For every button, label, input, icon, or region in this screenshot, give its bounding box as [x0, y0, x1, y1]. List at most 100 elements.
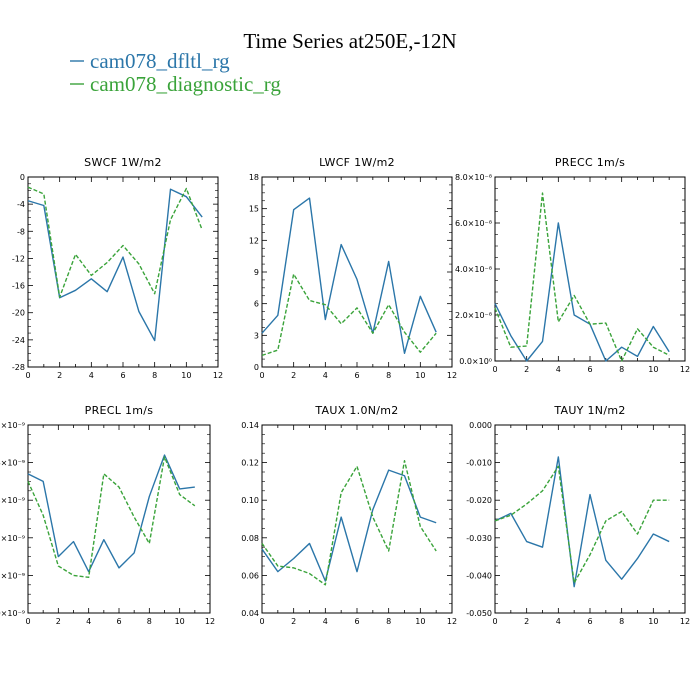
y-tick-label: -24 [12, 336, 25, 345]
x-tick-label: 2 [291, 617, 296, 626]
x-tick-label: 12 [213, 371, 223, 380]
x-tick-label: 10 [415, 371, 425, 380]
x-tick-label: 12 [680, 365, 690, 374]
x-tick-label: 4 [556, 365, 561, 374]
y-tick-label: -0.040 [466, 571, 492, 580]
panel-title-precl: PRECL 1m/s [85, 404, 154, 417]
x-tick-label: 0 [25, 617, 30, 626]
x-tick-label: 0 [259, 617, 264, 626]
x-tick-label: 0 [259, 371, 264, 380]
plot-frame-taux [261, 424, 453, 614]
series-line-2-lwcf [261, 273, 437, 357]
x-tick-label: 4 [323, 617, 328, 626]
y-tick-label: 0.08 [241, 534, 259, 543]
x-tick-label: 6 [587, 617, 592, 626]
series-line-2-precc [494, 192, 670, 362]
y-tick-label: 5×10⁻⁹ [0, 421, 25, 430]
x-tick-label: 8 [152, 371, 157, 380]
x-tick-label: 6 [116, 617, 121, 626]
y-tick-label: 8.0×10⁻⁸ [455, 173, 492, 182]
x-tick-label: 2 [524, 365, 529, 374]
x-tick-label: 6 [354, 617, 359, 626]
series-line-2-tauy [494, 465, 670, 584]
panel-title-precc: PRECC 1m/s [555, 156, 625, 169]
panel-title-taux: TAUX 1.0N/m2 [314, 404, 398, 417]
y-tick-label: -28 [12, 363, 25, 372]
x-tick-label: 4 [556, 617, 561, 626]
x-tick-label: 12 [680, 617, 690, 626]
x-tick-label: 2 [291, 371, 296, 380]
legend: cam078_dfltl_rg cam078_diagnostic_rg [70, 49, 281, 96]
x-tick-label: 0 [492, 365, 497, 374]
y-tick-label: 12 [249, 236, 259, 245]
x-tick-label: 2 [524, 617, 529, 626]
y-tick-label: 2×10⁻⁹ [0, 534, 25, 543]
panel-title-lwcf: LWCF 1W/m2 [319, 156, 395, 169]
y-tick-label: 18 [249, 173, 259, 182]
series-line-1-tauy [494, 456, 670, 588]
y-tick-label: 0.10 [241, 496, 259, 505]
y-tick-label: 3×10⁻⁹ [0, 496, 25, 505]
y-tick-label: 6 [254, 300, 259, 309]
y-tick-label: 3 [254, 331, 259, 340]
y-tick-label: -0.010 [466, 459, 492, 468]
y-tick-label: 0×10⁻⁹ [0, 609, 25, 618]
y-tick-label: 2.0×10⁻⁸ [455, 311, 492, 320]
x-tick-label: 4 [86, 617, 91, 626]
series-line-2-taux [261, 460, 437, 586]
y-tick-label: 0.14 [241, 421, 259, 430]
x-tick-label: 10 [415, 617, 425, 626]
x-tick-label: 0 [492, 617, 497, 626]
x-tick-label: 2 [56, 617, 61, 626]
panel-swcf: SWCF 1W/m2 0 2 4 6 8 10 12 0 -4 -8 -12 -16 -20 -24 -28 [12, 156, 223, 380]
y-tick-label: 0 [20, 173, 25, 182]
y-tick-label: -0.050 [466, 609, 492, 618]
panel-lwcf: LWCF 1W/m2 0 2 4 6 8 10 12 0 3 6 9 12 15 18 [249, 156, 457, 380]
y-tick-label: 0.000 [469, 421, 492, 430]
plot-frame-tauy [494, 424, 686, 614]
series-line-1-lwcf [261, 197, 437, 354]
x-tick-label: 12 [447, 371, 457, 380]
y-tick-label: 0 [254, 363, 259, 372]
x-tick-label: 10 [648, 617, 658, 626]
y-tick-label: 0.06 [241, 571, 259, 580]
x-tick-label: 10 [648, 365, 658, 374]
y-tick-label: -12 [12, 254, 25, 263]
y-tick-label: 1×10⁻⁹ [0, 571, 25, 580]
series-line-1-precc [494, 222, 670, 362]
y-tick-label: 15 [249, 205, 259, 214]
x-tick-label: 10 [175, 617, 185, 626]
y-tick-label: 6.0×10⁻⁸ [455, 219, 492, 228]
x-tick-label: 12 [205, 617, 215, 626]
y-tick-label: -0.020 [466, 496, 492, 505]
x-tick-label: 8 [147, 617, 152, 626]
y-tick-label: -8 [17, 227, 25, 236]
panel-precc: PRECC 1m/s 0 2 4 6 8 10 12 0.0×10⁰ 2.0×10⁻⁸ 4.0×10… [455, 156, 690, 374]
y-tick-label: 4×10⁻⁹ [0, 459, 25, 468]
x-tick-label: 8 [386, 371, 391, 380]
panels: SWCF 1W/m2 0 2 4 6 8 10 12 0 -4 -8 -12 -16 -20 -24 -28 L… [0, 156, 690, 626]
y-tick-label: 9 [254, 268, 259, 277]
x-tick-label: 8 [619, 365, 624, 374]
x-tick-label: 4 [323, 371, 328, 380]
plot-frame-precl [27, 424, 211, 614]
y-tick-label: -20 [12, 309, 25, 318]
panel-title-tauy: TAUY 1N/m2 [553, 404, 625, 417]
legend-label-series-1: cam078_dfltl_rg [90, 49, 230, 73]
x-tick-label: 2 [57, 371, 62, 380]
x-tick-label: 4 [89, 371, 94, 380]
x-tick-label: 6 [354, 371, 359, 380]
y-tick-label: 4.0×10⁻⁸ [455, 265, 492, 274]
series-line-1-taux [261, 469, 437, 582]
y-tick-label: 0.0×10⁰ [459, 357, 492, 366]
panel-taux: TAUX 1.0N/m2 0 2 4 6 8 10 12 0.04 0.06 0.08 0.10 0.1… [241, 404, 457, 626]
y-tick-label: -16 [12, 282, 25, 291]
panel-precl: PRECL 1m/s 0 2 4 6 8 10 12 0×10⁻⁹ 1×10⁻⁹ 2×10⁻⁹ 3×1… [0, 404, 215, 626]
y-tick-label: 0.12 [241, 459, 259, 468]
x-tick-label: 8 [619, 617, 624, 626]
x-tick-label: 6 [120, 371, 125, 380]
plot-frame-lwcf [261, 176, 453, 368]
y-tick-label: -4 [17, 200, 25, 209]
y-tick-label: 0.04 [241, 609, 259, 618]
